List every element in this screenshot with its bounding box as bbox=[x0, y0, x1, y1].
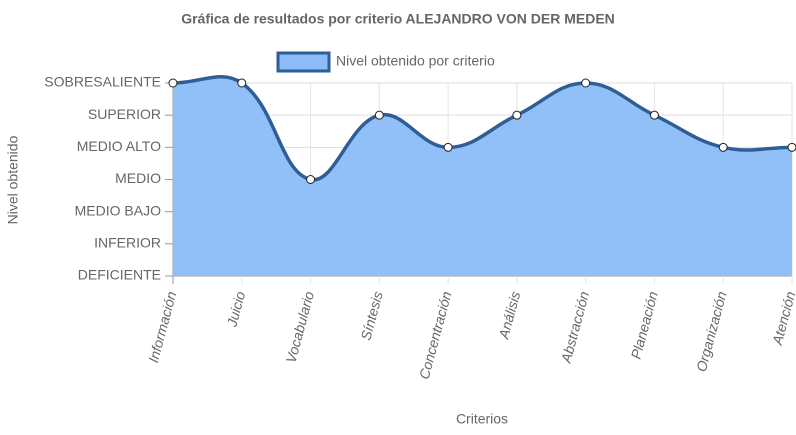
x-tick-label: Análisis bbox=[495, 290, 523, 342]
y-tick-label: MEDIO bbox=[115, 170, 161, 186]
chart-title: Gráfica de resultados por criterio ALEJA… bbox=[181, 11, 615, 27]
point bbox=[718, 142, 728, 152]
x-tick-label: Abstracción bbox=[557, 289, 592, 365]
point bbox=[306, 175, 316, 184]
x-tick-label: Vocabulario bbox=[283, 289, 318, 364]
point bbox=[512, 110, 522, 120]
x-tick-label: Juicio bbox=[223, 289, 248, 329]
x-axis-label: Criterios bbox=[456, 411, 508, 427]
y-tick-label: MEDIO BAJO bbox=[75, 202, 161, 218]
x-tick-label: Atención bbox=[769, 289, 796, 347]
y-tick-label: SUPERIOR bbox=[88, 106, 161, 122]
y-tick-label: MEDIO ALTO bbox=[77, 138, 161, 154]
x-tick-label: Síntesis bbox=[357, 290, 385, 342]
point bbox=[787, 142, 796, 152]
legend-label: Nivel obtenido por criterio bbox=[336, 53, 495, 69]
legend-swatch bbox=[276, 51, 331, 73]
x-tick-label: Información bbox=[145, 289, 179, 364]
point bbox=[168, 78, 178, 88]
point bbox=[237, 78, 247, 88]
y-tick-label: DEFICIENTE bbox=[78, 267, 161, 283]
x-tick-label: Organización bbox=[693, 289, 730, 373]
y-tick-label: INFERIOR bbox=[94, 235, 161, 251]
y-axis-label: Nivel obtenido bbox=[5, 135, 21, 224]
area-fill bbox=[173, 76, 792, 276]
x-tick-label: Concentración bbox=[416, 289, 455, 381]
line bbox=[172, 74, 793, 182]
point bbox=[443, 142, 453, 152]
point bbox=[374, 110, 384, 120]
y-tick-label: SOBRESALIENTE bbox=[44, 74, 161, 90]
x-tick-label: Planeación bbox=[628, 289, 661, 360]
point bbox=[581, 78, 591, 88]
point bbox=[649, 110, 659, 120]
